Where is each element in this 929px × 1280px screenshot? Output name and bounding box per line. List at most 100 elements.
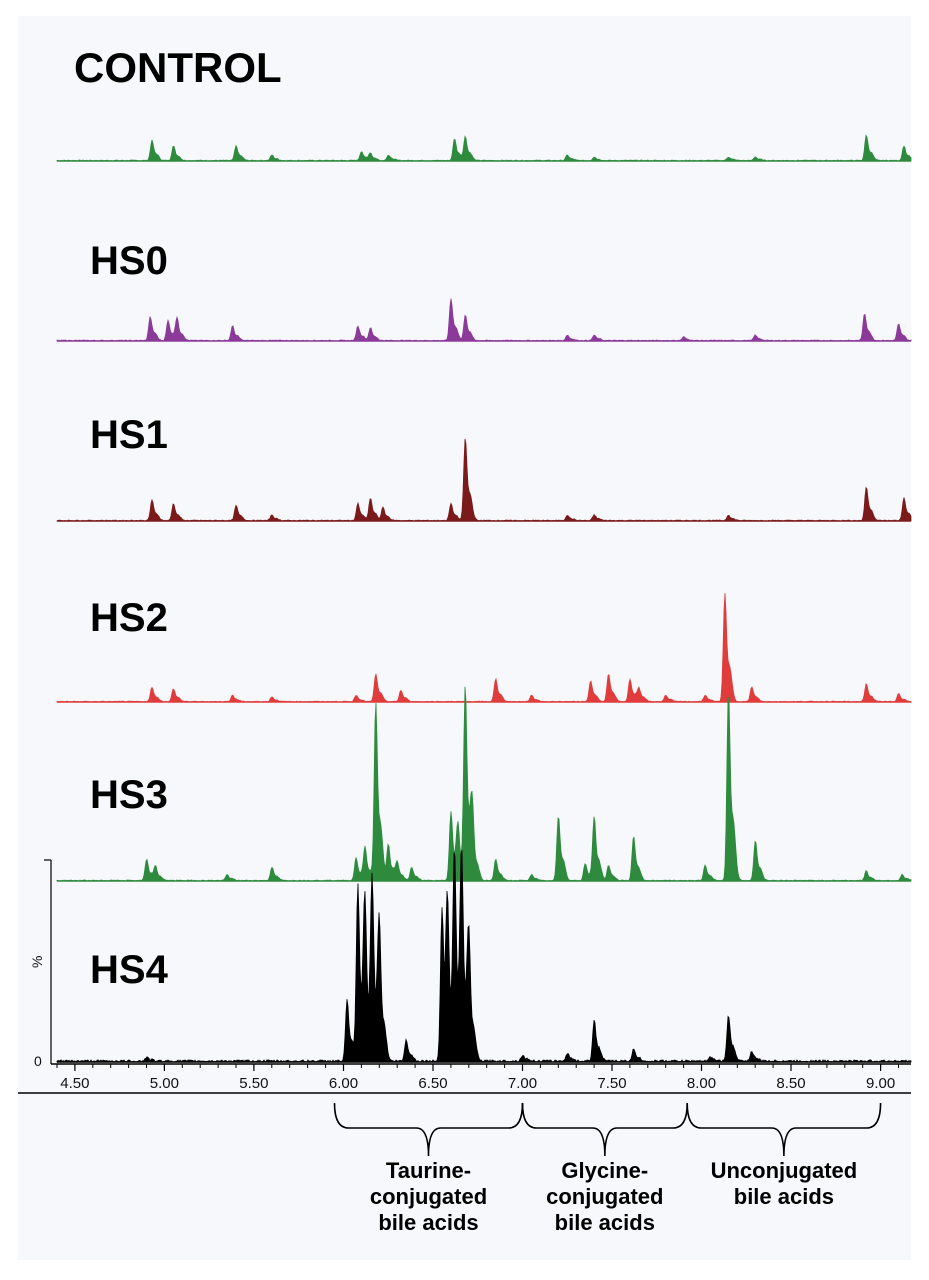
peak-hs4-17 [727, 1018, 730, 1020]
trace-hs4 [56, 850, 912, 1063]
x-tick-label: 8.50 [776, 1075, 805, 1092]
peak-hs2-13 [665, 695, 667, 697]
peak-hs0-7 [464, 316, 466, 318]
bracket-2 [686, 1102, 882, 1157]
x-tick-label: 5.50 [239, 1075, 268, 1092]
peak-control-9 [566, 155, 568, 157]
x-tick-label: 7.50 [597, 1075, 626, 1092]
peak-hs2-12 [638, 689, 640, 691]
trace-hs2 [56, 593, 912, 703]
peak-hs1-11 [727, 515, 730, 517]
peak-hs3-9 [410, 867, 413, 870]
peak-control-4 [360, 151, 362, 154]
peak-hs2-14 [704, 695, 706, 697]
peak-hs3-15 [530, 875, 533, 877]
peak-hs3-22 [727, 702, 730, 704]
bracket-0 [333, 1102, 524, 1157]
peak-control-3 [271, 155, 273, 157]
peak-hs0-8 [566, 335, 568, 337]
peak-hs2-2 [231, 695, 234, 697]
peak-hs4-15 [632, 1050, 635, 1052]
peak-hs4-18 [751, 1052, 753, 1054]
x-tick-label: 6.00 [329, 1075, 358, 1092]
trace-hs3 [56, 686, 912, 882]
peak-hs1-7 [450, 504, 452, 506]
x-tick-label: 4.50 [60, 1075, 89, 1092]
trace-label-hs0: HS0 [90, 239, 168, 283]
peak-hs1-10 [593, 515, 595, 517]
peak-hs0-12 [863, 314, 866, 317]
peak-hs0-3 [231, 326, 234, 328]
peak-hs3-20 [632, 839, 635, 841]
peak-hs1-1 [172, 504, 174, 506]
peak-hs1-9 [566, 515, 568, 517]
peak-hs4-3 [364, 933, 366, 935]
time-axis: % 0 4.50 5.00 5.50 6.00 6.50 7.00 7.50 8.00 8.50 9.… [18, 859, 911, 1094]
peak-control-0 [151, 141, 153, 143]
peak-hs0-2 [176, 320, 178, 322]
peak-hs2-5 [375, 675, 377, 678]
peak-hs3-5 [364, 850, 366, 852]
y-axis-zero-label: 0 [34, 1053, 42, 1069]
peak-control-12 [754, 157, 756, 159]
peak-hs0-4 [357, 326, 359, 328]
peak-hs3-0 [145, 860, 148, 863]
trace-control-signal [56, 134, 912, 162]
peak-hs3-14 [495, 860, 497, 863]
peak-hs3-13 [471, 832, 473, 834]
x-tick-label: 7.00 [508, 1075, 537, 1092]
peak-hs4-16 [709, 1057, 712, 1059]
peak-hs4-0 [145, 1057, 148, 1059]
peak-hs2-10 [607, 675, 610, 678]
group-label-0: Taurine-conjugated bile acids [370, 1158, 487, 1235]
peak-hs3-17 [584, 864, 586, 866]
peak-hs4-13 [566, 1054, 568, 1056]
peak-hs3-7 [387, 846, 389, 848]
peak-hs3-23 [754, 843, 756, 845]
trace-hs0-signal [56, 298, 912, 342]
peak-hs2-3 [271, 696, 273, 699]
peak-hs4-11 [468, 963, 470, 965]
peak-hs0-1 [167, 321, 169, 323]
peak-hs1-0 [151, 501, 153, 503]
peak-hs3-18 [593, 821, 595, 823]
peak-hs3-1 [154, 867, 157, 870]
peak-hs3-11 [457, 837, 459, 839]
trace-label-control: CONTROL [74, 44, 282, 91]
peak-hs4-9 [453, 883, 456, 885]
peak-hs0-6 [450, 301, 452, 303]
peak-hs0-13 [897, 325, 900, 327]
peak-hs3-16 [557, 819, 559, 822]
trace-hs1-signal [56, 438, 912, 522]
peak-hs4-2 [357, 897, 359, 899]
peak-hs0-5 [369, 328, 371, 330]
peak-hs0-9 [593, 335, 595, 337]
peak-control-13 [865, 136, 867, 138]
peak-hs3-2 [226, 875, 228, 877]
peak-hs2-0 [151, 687, 153, 690]
trace-hs4-signal [56, 850, 912, 1063]
peak-hs4-8 [446, 945, 448, 947]
peak-hs4-5 [378, 951, 380, 953]
peak-hs4-6 [405, 1041, 407, 1043]
peak-hs4-14 [593, 1022, 595, 1024]
peak-control-11 [727, 157, 730, 159]
peak-hs3-12 [464, 706, 466, 708]
peak-hs1-3 [271, 515, 273, 517]
y-axis-label: % [29, 956, 45, 968]
group-label-2: Unconjugated bile acids [711, 1158, 858, 1209]
peak-hs1-12 [865, 488, 867, 491]
peak-hs3-21 [704, 866, 706, 868]
bile-acid-group-brackets: Taurine-conjugated bile acids Glycine-conj… [333, 1102, 882, 1235]
peak-hs4-7 [441, 919, 443, 921]
peak-hs3-19 [607, 866, 610, 868]
peak-hs0-10 [683, 337, 685, 339]
peak-hs4-12 [521, 1056, 524, 1058]
peak-hs4-1 [346, 1004, 348, 1006]
trace-hs1 [56, 438, 912, 522]
trace-hs0 [56, 298, 912, 342]
peak-control-5 [369, 153, 371, 155]
peak-hs2-8 [530, 695, 533, 697]
trace-label-hs1: HS1 [90, 413, 168, 457]
trace-hs3-signal [56, 686, 912, 882]
